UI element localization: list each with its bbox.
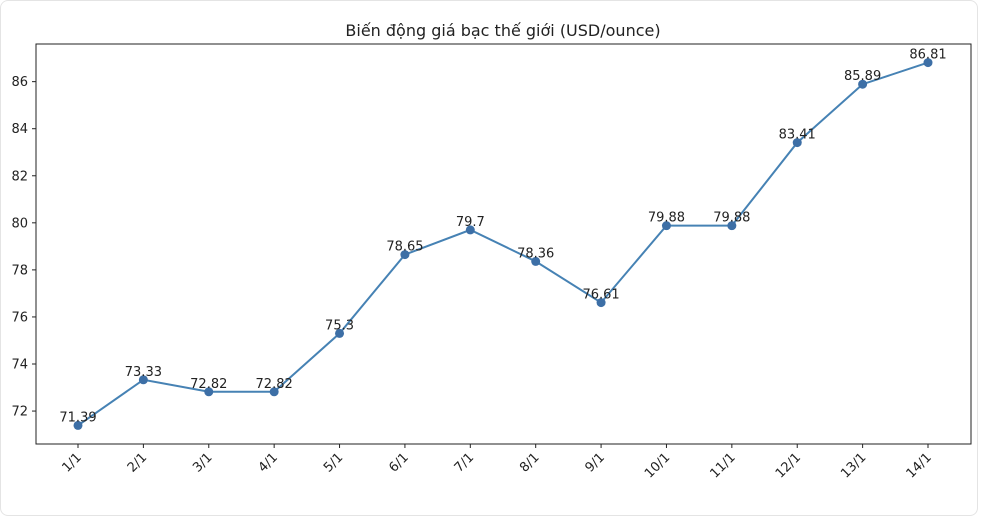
plot-area: 72 74 76 78 80 82 84 86 1/1 2/1 3/1 4/1 5/1 6/1 7/1 8/1… <box>11 43 972 481</box>
y-tick-label: 82 <box>11 169 28 184</box>
data-point <box>335 328 345 338</box>
data-label: 85.89 <box>844 69 881 84</box>
data-label: 83.41 <box>779 128 816 143</box>
y-tick-label: 78 <box>11 263 28 278</box>
data-point <box>727 221 737 231</box>
data-label: 72.82 <box>190 377 227 392</box>
data-label: 72.82 <box>256 377 293 392</box>
data-label: 76.61 <box>582 288 619 303</box>
x-tick-label: 6/1 <box>386 450 411 475</box>
data-label: 75.3 <box>325 318 354 333</box>
x-tick-label: 2/1 <box>125 450 150 475</box>
data-point <box>465 225 475 235</box>
data-point <box>269 387 279 397</box>
data-label: 86.81 <box>909 48 946 63</box>
y-tick-label: 74 <box>11 358 28 373</box>
data-point <box>923 58 933 68</box>
y-tick-label: 76 <box>11 310 28 325</box>
data-point <box>204 387 214 397</box>
y-tick-label: 72 <box>11 405 28 420</box>
data-point <box>73 420 83 430</box>
data-point <box>661 221 671 231</box>
data-label: 71.39 <box>59 410 96 425</box>
x-tick-label: 12/1 <box>773 450 804 481</box>
data-point <box>400 250 410 260</box>
data-point <box>858 79 868 89</box>
x-tick-label: 7/1 <box>452 450 477 475</box>
chart-title: Biến động giá bạc thế giới (USD/ounce) <box>345 21 660 40</box>
data-label: 73.33 <box>125 365 162 380</box>
x-tick-label: 1/1 <box>59 450 84 475</box>
y-tick-label: 84 <box>11 122 28 137</box>
x-tick-label: 14/1 <box>904 450 935 481</box>
x-tick-label: 5/1 <box>321 450 346 475</box>
x-tick-label: 9/1 <box>583 450 608 475</box>
data-point <box>138 375 148 385</box>
x-tick-label: 13/1 <box>838 450 869 481</box>
y-tick-label: 80 <box>11 216 28 231</box>
x-tick-label: 11/1 <box>707 450 738 481</box>
y-tick-label: 86 <box>11 75 28 90</box>
x-tick-label: 3/1 <box>190 450 215 475</box>
series-line <box>77 61 929 427</box>
data-point <box>792 138 802 148</box>
x-tick-label: 4/1 <box>256 450 281 475</box>
data-point <box>596 298 606 308</box>
data-label: 78.65 <box>386 240 423 255</box>
data-label: 79.88 <box>713 211 750 226</box>
data-label: 79.88 <box>648 211 685 226</box>
data-label: 78.36 <box>517 246 554 261</box>
data-point <box>531 256 541 266</box>
x-tick-label: 8/1 <box>517 450 542 475</box>
data-label: 79.7 <box>456 215 485 230</box>
plot-frame <box>35 43 972 445</box>
x-tick-label: 10/1 <box>642 450 673 481</box>
